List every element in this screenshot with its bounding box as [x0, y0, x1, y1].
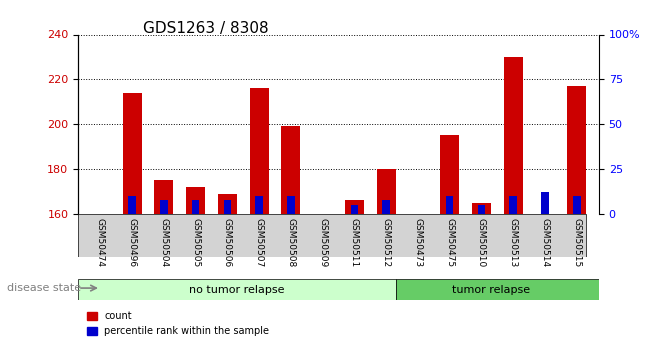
Bar — [440, 135, 459, 214]
Bar — [478, 205, 485, 214]
Text: GSM50515: GSM50515 — [572, 218, 581, 267]
Bar — [509, 196, 517, 214]
Text: GSM50514: GSM50514 — [540, 218, 549, 267]
Text: GSM50507: GSM50507 — [255, 218, 264, 267]
Bar — [78, 279, 396, 300]
Bar — [281, 126, 300, 214]
Bar — [504, 57, 523, 214]
Bar — [573, 196, 581, 214]
Bar — [218, 194, 237, 214]
Bar — [472, 203, 491, 214]
Bar — [396, 279, 599, 300]
Text: GSM50512: GSM50512 — [381, 218, 391, 267]
Text: GSM50496: GSM50496 — [128, 218, 137, 267]
Bar — [186, 187, 205, 214]
Bar — [287, 196, 295, 214]
Text: GSM50513: GSM50513 — [508, 218, 518, 267]
Bar — [154, 180, 173, 214]
Text: GSM50505: GSM50505 — [191, 218, 200, 267]
Text: GSM50475: GSM50475 — [445, 218, 454, 267]
Text: GSM50509: GSM50509 — [318, 218, 327, 267]
Bar — [128, 196, 136, 214]
Bar — [160, 199, 168, 214]
Text: GSM50506: GSM50506 — [223, 218, 232, 267]
Bar — [351, 205, 358, 214]
Bar — [377, 169, 396, 214]
Bar — [446, 196, 454, 214]
Text: GSM50504: GSM50504 — [159, 218, 169, 267]
Bar — [255, 196, 263, 214]
Bar — [567, 86, 586, 214]
Text: disease state: disease state — [7, 283, 81, 293]
Bar — [192, 199, 199, 214]
Text: GSM50473: GSM50473 — [413, 218, 422, 267]
Text: GSM50510: GSM50510 — [477, 218, 486, 267]
Bar — [223, 199, 231, 214]
Text: GSM50511: GSM50511 — [350, 218, 359, 267]
Bar — [541, 193, 549, 214]
Text: no tumor relapse: no tumor relapse — [189, 285, 284, 295]
Bar — [345, 200, 364, 214]
Text: GDS1263 / 8308: GDS1263 / 8308 — [143, 21, 269, 36]
Text: GSM50474: GSM50474 — [96, 218, 105, 267]
Bar — [122, 93, 142, 214]
Bar — [249, 88, 269, 214]
Text: GSM50508: GSM50508 — [286, 218, 296, 267]
Bar — [382, 199, 390, 214]
Text: tumor relapse: tumor relapse — [452, 285, 530, 295]
Legend: count, percentile rank within the sample: count, percentile rank within the sample — [83, 307, 273, 340]
